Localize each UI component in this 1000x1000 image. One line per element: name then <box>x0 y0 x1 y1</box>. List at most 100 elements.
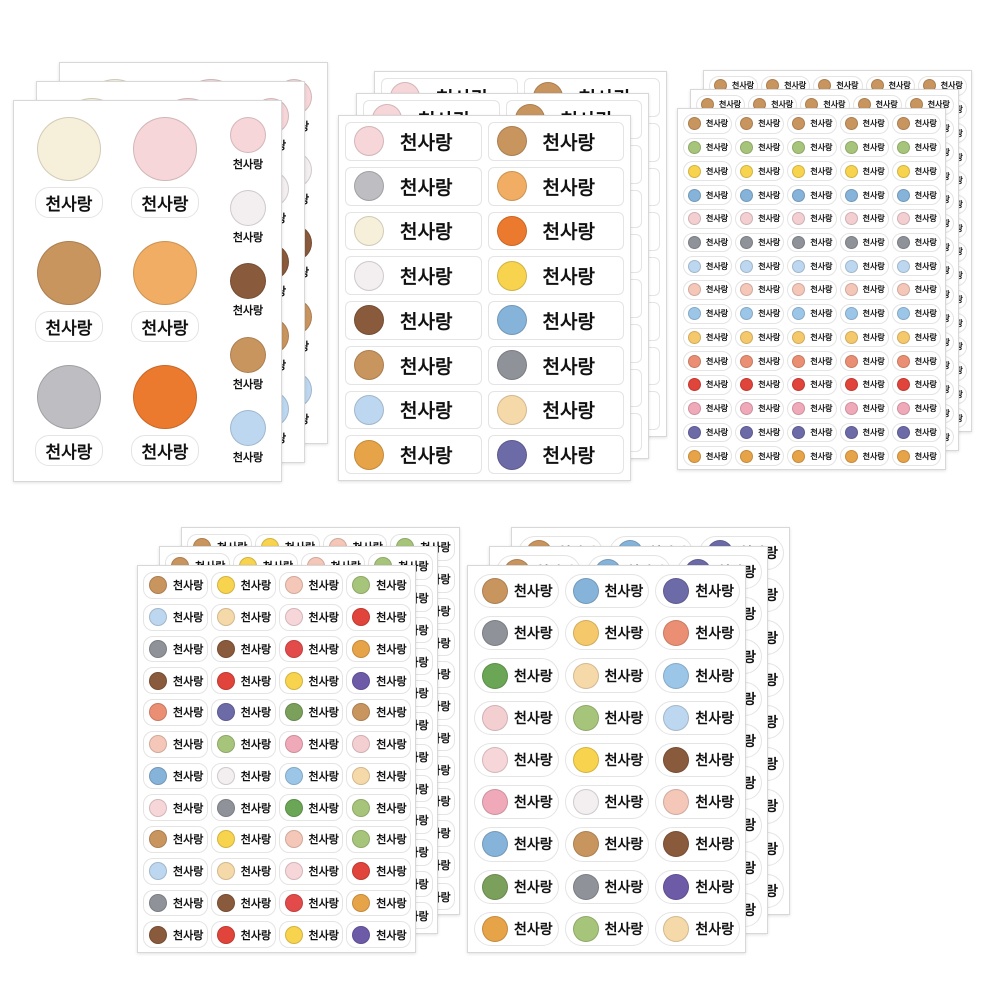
name-sticker: 천사랑 <box>210 730 276 758</box>
sticker-label: 천사랑 <box>240 833 272 847</box>
name-sticker: 천사랑 <box>683 185 733 205</box>
sticker-label: 천사랑 <box>732 81 755 91</box>
beaver-icon <box>663 831 690 858</box>
dolphin-icon <box>844 188 858 202</box>
name-sticker: 천사랑 <box>278 889 344 917</box>
cupcake-icon <box>844 402 858 416</box>
sticker-label: 천사랑 <box>810 285 833 295</box>
sticker-label: 천사랑 <box>604 879 644 896</box>
pig-icon <box>792 212 806 226</box>
name-sticker: 천사랑 <box>683 375 733 395</box>
sticker-label: 천사랑 <box>695 710 734 727</box>
sticker-label: 천사랑 <box>514 921 553 938</box>
bear-icon <box>844 117 858 131</box>
pudding-icon <box>740 449 754 463</box>
character-sticker: 천사랑 <box>220 403 276 471</box>
name-sticker: 천사랑 <box>683 303 733 324</box>
name-sticker: 천사랑 <box>891 303 941 324</box>
cactus-icon <box>284 703 303 722</box>
sticker-label: 천사랑 <box>173 706 204 720</box>
sticker-label: 천사랑 <box>758 380 781 390</box>
name-sticker: 천사랑 <box>143 603 208 631</box>
sticker-label: 천사랑 <box>376 674 407 688</box>
cake-icon <box>572 662 599 689</box>
paw-icon <box>663 789 690 816</box>
sticker-label: 천사랑 <box>514 668 553 685</box>
name-sticker: 천사랑 <box>735 303 785 324</box>
name-sticker: 천사랑 <box>345 256 482 295</box>
pudding-icon <box>352 639 371 658</box>
sticker-label: 천사랑 <box>810 166 833 176</box>
rabbit-icon <box>284 862 303 881</box>
flower-icon <box>740 354 754 368</box>
paw-icon <box>688 283 701 297</box>
name-sticker: 천사랑 <box>143 762 208 790</box>
name-sticker: 천사랑 <box>278 826 344 853</box>
name-sticker: 천사랑 <box>474 616 559 651</box>
name-sticker: 천사랑 <box>278 603 344 631</box>
sticker-label: 천사랑 <box>240 896 272 910</box>
name-sticker: 천사랑 <box>735 375 785 395</box>
name-sticker: 천사랑 <box>564 700 650 735</box>
sticker-label: 천사랑 <box>695 921 734 938</box>
rainbow-icon <box>284 766 303 785</box>
name-sticker: 천사랑 <box>891 114 941 134</box>
sticker-label: 천사랑 <box>604 837 644 854</box>
bear-icon <box>149 830 167 849</box>
pig-icon <box>896 212 910 226</box>
sticker-label: 천사랑 <box>604 752 644 769</box>
sticker-label: 천사랑 <box>706 309 729 319</box>
beaver-icon <box>354 305 384 336</box>
fox-icon <box>133 364 197 429</box>
name-sticker: 천사랑 <box>735 137 785 158</box>
character-sticker: 천사랑 <box>122 359 208 471</box>
sticker-label: 천사랑 <box>862 238 885 248</box>
sticker-label: 천사랑 <box>695 584 734 601</box>
paw-icon <box>149 735 167 754</box>
paw-icon <box>844 283 858 297</box>
bear-icon <box>149 576 167 595</box>
name-sticker: 천사랑 <box>655 827 740 862</box>
sticker-label: 천사랑 <box>914 214 937 224</box>
sticker-label: 천사랑 <box>706 143 729 153</box>
rectangle-label-sheet: 천사랑 천사랑 천사랑 천사랑 천사랑 천사랑 천사랑 천사랑 천사랑 천사랑 천사랑 천사랑 천사랑 천… <box>338 115 631 481</box>
name-sticker: 천사랑 <box>210 794 276 821</box>
lollipop-icon <box>284 893 303 912</box>
name-sticker: 천사랑 <box>278 857 344 885</box>
name-sticker: 천사랑 <box>346 603 411 631</box>
name-sticker: 천사랑 <box>278 921 344 948</box>
name-sticker: 천사랑 <box>787 375 837 395</box>
sticker-label: 천사랑 <box>400 355 453 378</box>
name-sticker: 천사랑 <box>346 635 411 663</box>
cloud-sun-icon <box>688 330 701 344</box>
mouse-icon <box>216 766 235 785</box>
name-sticker: 천사랑 <box>683 208 733 229</box>
frog-icon <box>792 141 806 155</box>
name-sticker: 천사랑 <box>787 137 837 158</box>
sticker-label: 천사랑 <box>400 176 453 199</box>
name-sticker: 천사랑 <box>839 303 889 324</box>
pudding-icon <box>896 449 910 463</box>
name-sticker: 천사랑 <box>487 345 624 385</box>
sticker-label: 천사랑 <box>940 81 963 91</box>
ghost-icon <box>688 259 701 273</box>
sticker-label: 천사랑 <box>604 710 644 727</box>
sticker-label: 천사랑 <box>758 190 781 200</box>
name-sticker: 천사랑 <box>210 667 276 694</box>
penguin-icon <box>844 236 858 250</box>
name-sticker: 천사랑 <box>143 699 208 726</box>
name-sticker: 천사랑 <box>683 280 733 300</box>
cloud-sun-icon <box>844 330 858 344</box>
sticker-label: 천사랑 <box>695 752 734 769</box>
sticker-label: 천사랑 <box>758 356 781 366</box>
chick-icon <box>284 925 303 944</box>
sticker-label: 천사랑 <box>706 356 729 366</box>
penguin-icon <box>740 236 754 250</box>
sticker-label: 천사랑 <box>173 801 204 815</box>
name-sticker: 천사랑 <box>655 911 740 946</box>
cake-icon <box>216 862 235 881</box>
sticker-label: 천사랑 <box>240 642 272 656</box>
paw-icon <box>284 830 303 849</box>
rainbow-icon <box>663 662 690 689</box>
